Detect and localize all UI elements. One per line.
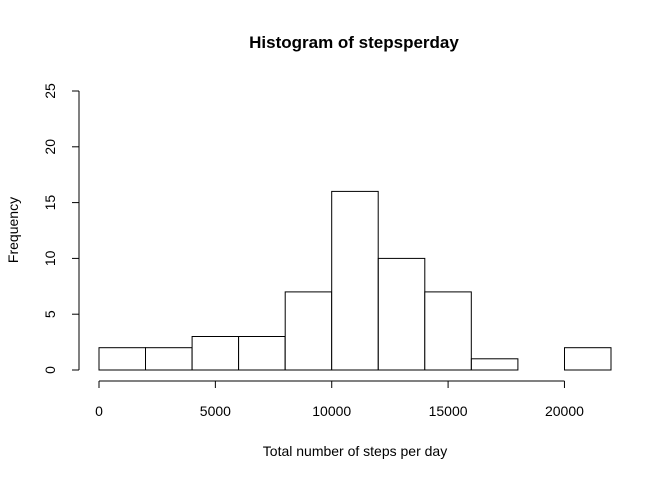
x-tick-label: 15000 [429, 403, 468, 419]
x-axis: 0 5000 10000 15000 20000 [95, 380, 584, 419]
histogram-bar-0 [98, 347, 146, 371]
y-tick-label: 25 [42, 83, 58, 99]
y-tick-label: 10 [42, 250, 58, 266]
y-tick-label: 5 [42, 310, 58, 318]
histogram-bar-1 [145, 347, 193, 371]
y-axis: 0 5 10 15 20 25 [42, 83, 80, 374]
y-tick-label: 20 [42, 139, 58, 155]
chart-title: Histogram of stepsperday [249, 33, 459, 52]
histogram-bar-6 [377, 257, 426, 371]
histogram-bar-10 [564, 347, 612, 371]
x-tick-label: 5000 [200, 403, 231, 419]
histogram-bar-3 [238, 336, 286, 371]
histogram-bar-7 [424, 291, 472, 371]
histogram-bar-4 [284, 291, 333, 371]
bars-group [98, 190, 612, 371]
y-axis-label: Frequency [5, 197, 21, 263]
x-axis-label: Total number of steps per day [263, 443, 447, 459]
histogram-bar-8 [470, 358, 519, 371]
histogram-bar-5 [331, 190, 379, 371]
y-tick-label: 15 [42, 195, 58, 211]
histogram-bar-2 [191, 336, 240, 371]
x-tick-label: 10000 [312, 403, 351, 419]
x-tick-label: 20000 [545, 403, 584, 419]
y-tick-label: 0 [42, 366, 58, 374]
x-tick-label: 0 [95, 403, 103, 419]
